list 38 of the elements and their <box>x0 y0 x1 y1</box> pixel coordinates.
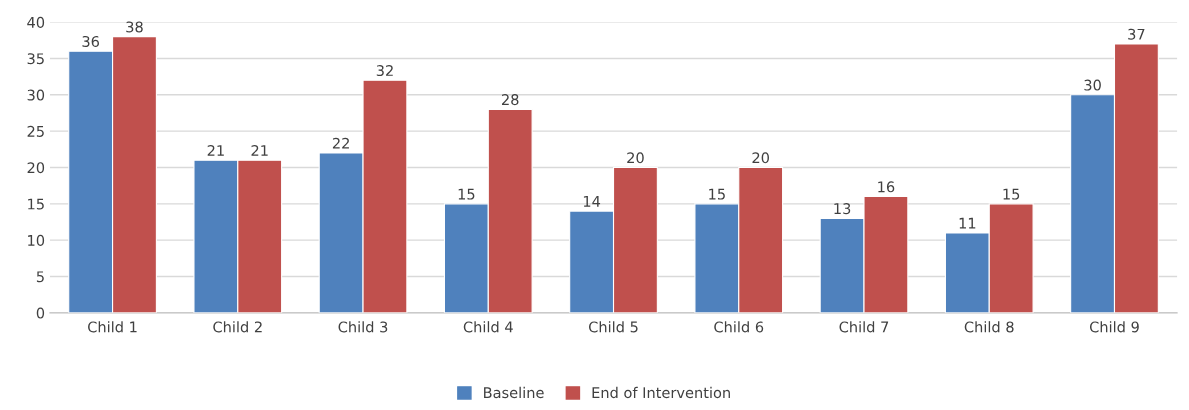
y-tick-label: 10 <box>28 234 45 246</box>
data-label: 15 <box>458 188 475 200</box>
y-tick-label: 20 <box>27 162 45 174</box>
data-label: 36 <box>82 35 99 47</box>
y-tick-label: 40 <box>27 16 45 28</box>
data-label: 15 <box>709 188 725 200</box>
data-label: 38 <box>126 21 143 33</box>
x-tick-label: Child 9 <box>1089 321 1139 333</box>
data-label: 21 <box>207 144 224 156</box>
y-tick-label: 35 <box>27 53 44 65</box>
y-tick-label: 0 <box>36 307 45 319</box>
legend-label: Baseline <box>484 386 544 399</box>
data-label: 14 <box>583 196 601 207</box>
data-label: 16 <box>878 181 895 193</box>
x-tick-label: Child 8 <box>964 321 1014 333</box>
x-tick-label: Child 7 <box>839 321 889 333</box>
data-label: 28 <box>501 94 519 106</box>
data-label: 20 <box>752 152 769 164</box>
x-tick-label: Child 6 <box>714 321 764 333</box>
y-tick-label: 5 <box>36 271 44 283</box>
data-label: 37 <box>1128 28 1145 40</box>
x-tick-label: Child 4 <box>463 321 513 333</box>
data-label: 11 <box>959 217 976 229</box>
data-label: 32 <box>376 65 393 77</box>
data-label: 20 <box>627 152 644 164</box>
y-tick-label: 25 <box>27 125 44 137</box>
data-label: 22 <box>332 137 349 149</box>
data-label: 21 <box>251 144 268 156</box>
x-tick-label: Child 3 <box>338 321 388 333</box>
data-label: 13 <box>834 203 851 215</box>
x-tick-label: Child 5 <box>588 321 638 333</box>
legend-label: End of Intervention <box>592 386 730 399</box>
x-tick-label: Child 1 <box>88 321 137 333</box>
y-tick-label: 15 <box>28 198 44 210</box>
y-tick-label: 30 <box>27 89 45 101</box>
data-label: 30 <box>1084 79 1101 91</box>
x-tick-label: Child 2 <box>213 321 262 333</box>
data-label: 15 <box>1003 188 1020 200</box>
